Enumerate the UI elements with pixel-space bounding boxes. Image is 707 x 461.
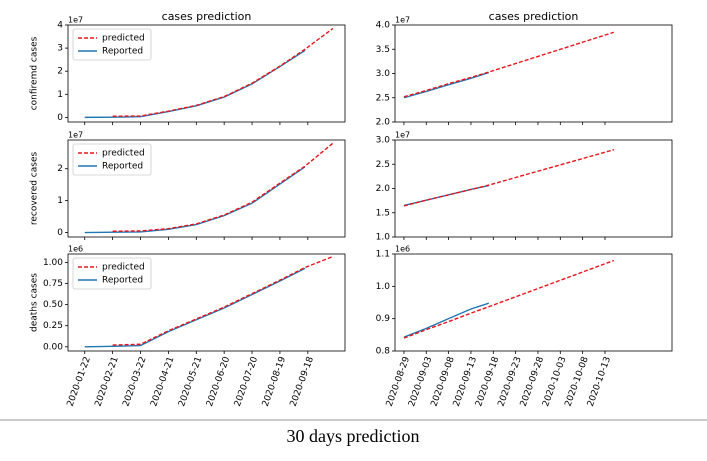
x-tick-label: 2020-07-20: [233, 355, 260, 408]
y-axis-label: recovered cases: [30, 152, 40, 226]
x-tick-label: 2020-03-22: [121, 355, 148, 408]
plot-frame: [394, 139, 673, 238]
y-axis-label: deaths cases: [30, 273, 40, 332]
y-tick-label: 0: [57, 113, 63, 123]
series-line: [403, 31, 615, 98]
x-tick-label: 2020-02-21: [93, 355, 120, 408]
legend-box: [72, 257, 152, 290]
series-line: [84, 166, 306, 234]
y-axis-label: confiremd cases: [30, 36, 40, 110]
plot-frame: [394, 253, 673, 352]
legend-label: predicted: [102, 149, 145, 159]
y-tick-label: 2.5: [376, 160, 390, 170]
caption: 30 days prediction: [287, 426, 420, 446]
plot-frame: [394, 24, 673, 123]
legend-label: predicted: [102, 34, 145, 44]
y-tick-label: 1.0: [376, 233, 391, 243]
y-offset-label: 1e7: [395, 131, 410, 140]
y-tick-label: 4.0: [376, 21, 391, 31]
legend-label: Reported: [102, 47, 143, 57]
y-tick-label: 0.00: [43, 342, 63, 352]
y-tick-label: 2.5: [376, 93, 390, 103]
x-tick-label: 2020-01-22: [66, 355, 93, 408]
legend-box: [72, 143, 152, 176]
y-tick-label: 0.25: [43, 321, 63, 331]
y-offset-label: 1e6: [395, 245, 410, 254]
plot-frame: [67, 253, 346, 352]
y-tick-label: 2: [57, 164, 63, 174]
y-tick-label: 2.0: [376, 184, 391, 194]
x-tick-label: 2020-06-20: [205, 355, 232, 408]
y-tick-label: 3.5: [376, 45, 390, 55]
plot-frame: [67, 24, 346, 123]
y-tick-label: 1: [57, 196, 63, 206]
y-offset-label: 1e7: [68, 131, 83, 140]
y-tick-label: 1.00: [43, 258, 63, 268]
series-line: [403, 71, 490, 99]
y-tick-label: 0.75: [43, 279, 63, 289]
y-offset-label: 1e7: [395, 16, 410, 25]
legend-label: predicted: [102, 263, 145, 273]
plot-frame: [67, 139, 346, 238]
x-tick-label: 2020-05-21: [177, 355, 204, 408]
y-tick-label: 3.0: [376, 136, 391, 146]
x-tick-label: 2020-04-21: [149, 355, 176, 408]
y-tick-label: 1.0: [376, 282, 391, 292]
y-tick-label: 1: [57, 90, 63, 100]
y-tick-label: 4: [57, 21, 63, 31]
y-tick-label: 3: [57, 44, 63, 54]
legend-box: [72, 28, 152, 61]
legend-label: Reported: [102, 276, 143, 286]
chart-title: cases prediction: [162, 10, 252, 23]
y-tick-label: 0: [57, 228, 63, 238]
chart-title: cases prediction: [489, 10, 579, 23]
y-tick-label: 1.1: [376, 250, 390, 260]
y-tick-label: 0.8: [376, 347, 391, 357]
series-line: [403, 149, 615, 207]
x-tick-label: 2020-09-18: [289, 355, 316, 408]
y-offset-label: 1e7: [68, 16, 83, 25]
series-line: [112, 255, 334, 346]
y-tick-label: 2: [57, 67, 63, 77]
legend-label: Reported: [102, 162, 143, 172]
series-line: [112, 27, 334, 117]
y-tick-label: 0.50: [43, 300, 63, 310]
x-tick-label: 2020-08-19: [261, 355, 288, 408]
x-tick-label: 2020-10-13: [586, 355, 613, 408]
series-line: [403, 302, 490, 338]
y-tick-label: 2.0: [376, 118, 391, 128]
y-tick-label: 0.9: [376, 314, 391, 324]
series-line: [403, 259, 615, 339]
series-line: [112, 142, 334, 232]
y-tick-label: 1.5: [376, 208, 390, 218]
series-line: [84, 49, 306, 119]
y-offset-label: 1e6: [68, 245, 83, 254]
y-tick-label: 3.0: [376, 69, 391, 79]
series-line: [84, 267, 306, 348]
